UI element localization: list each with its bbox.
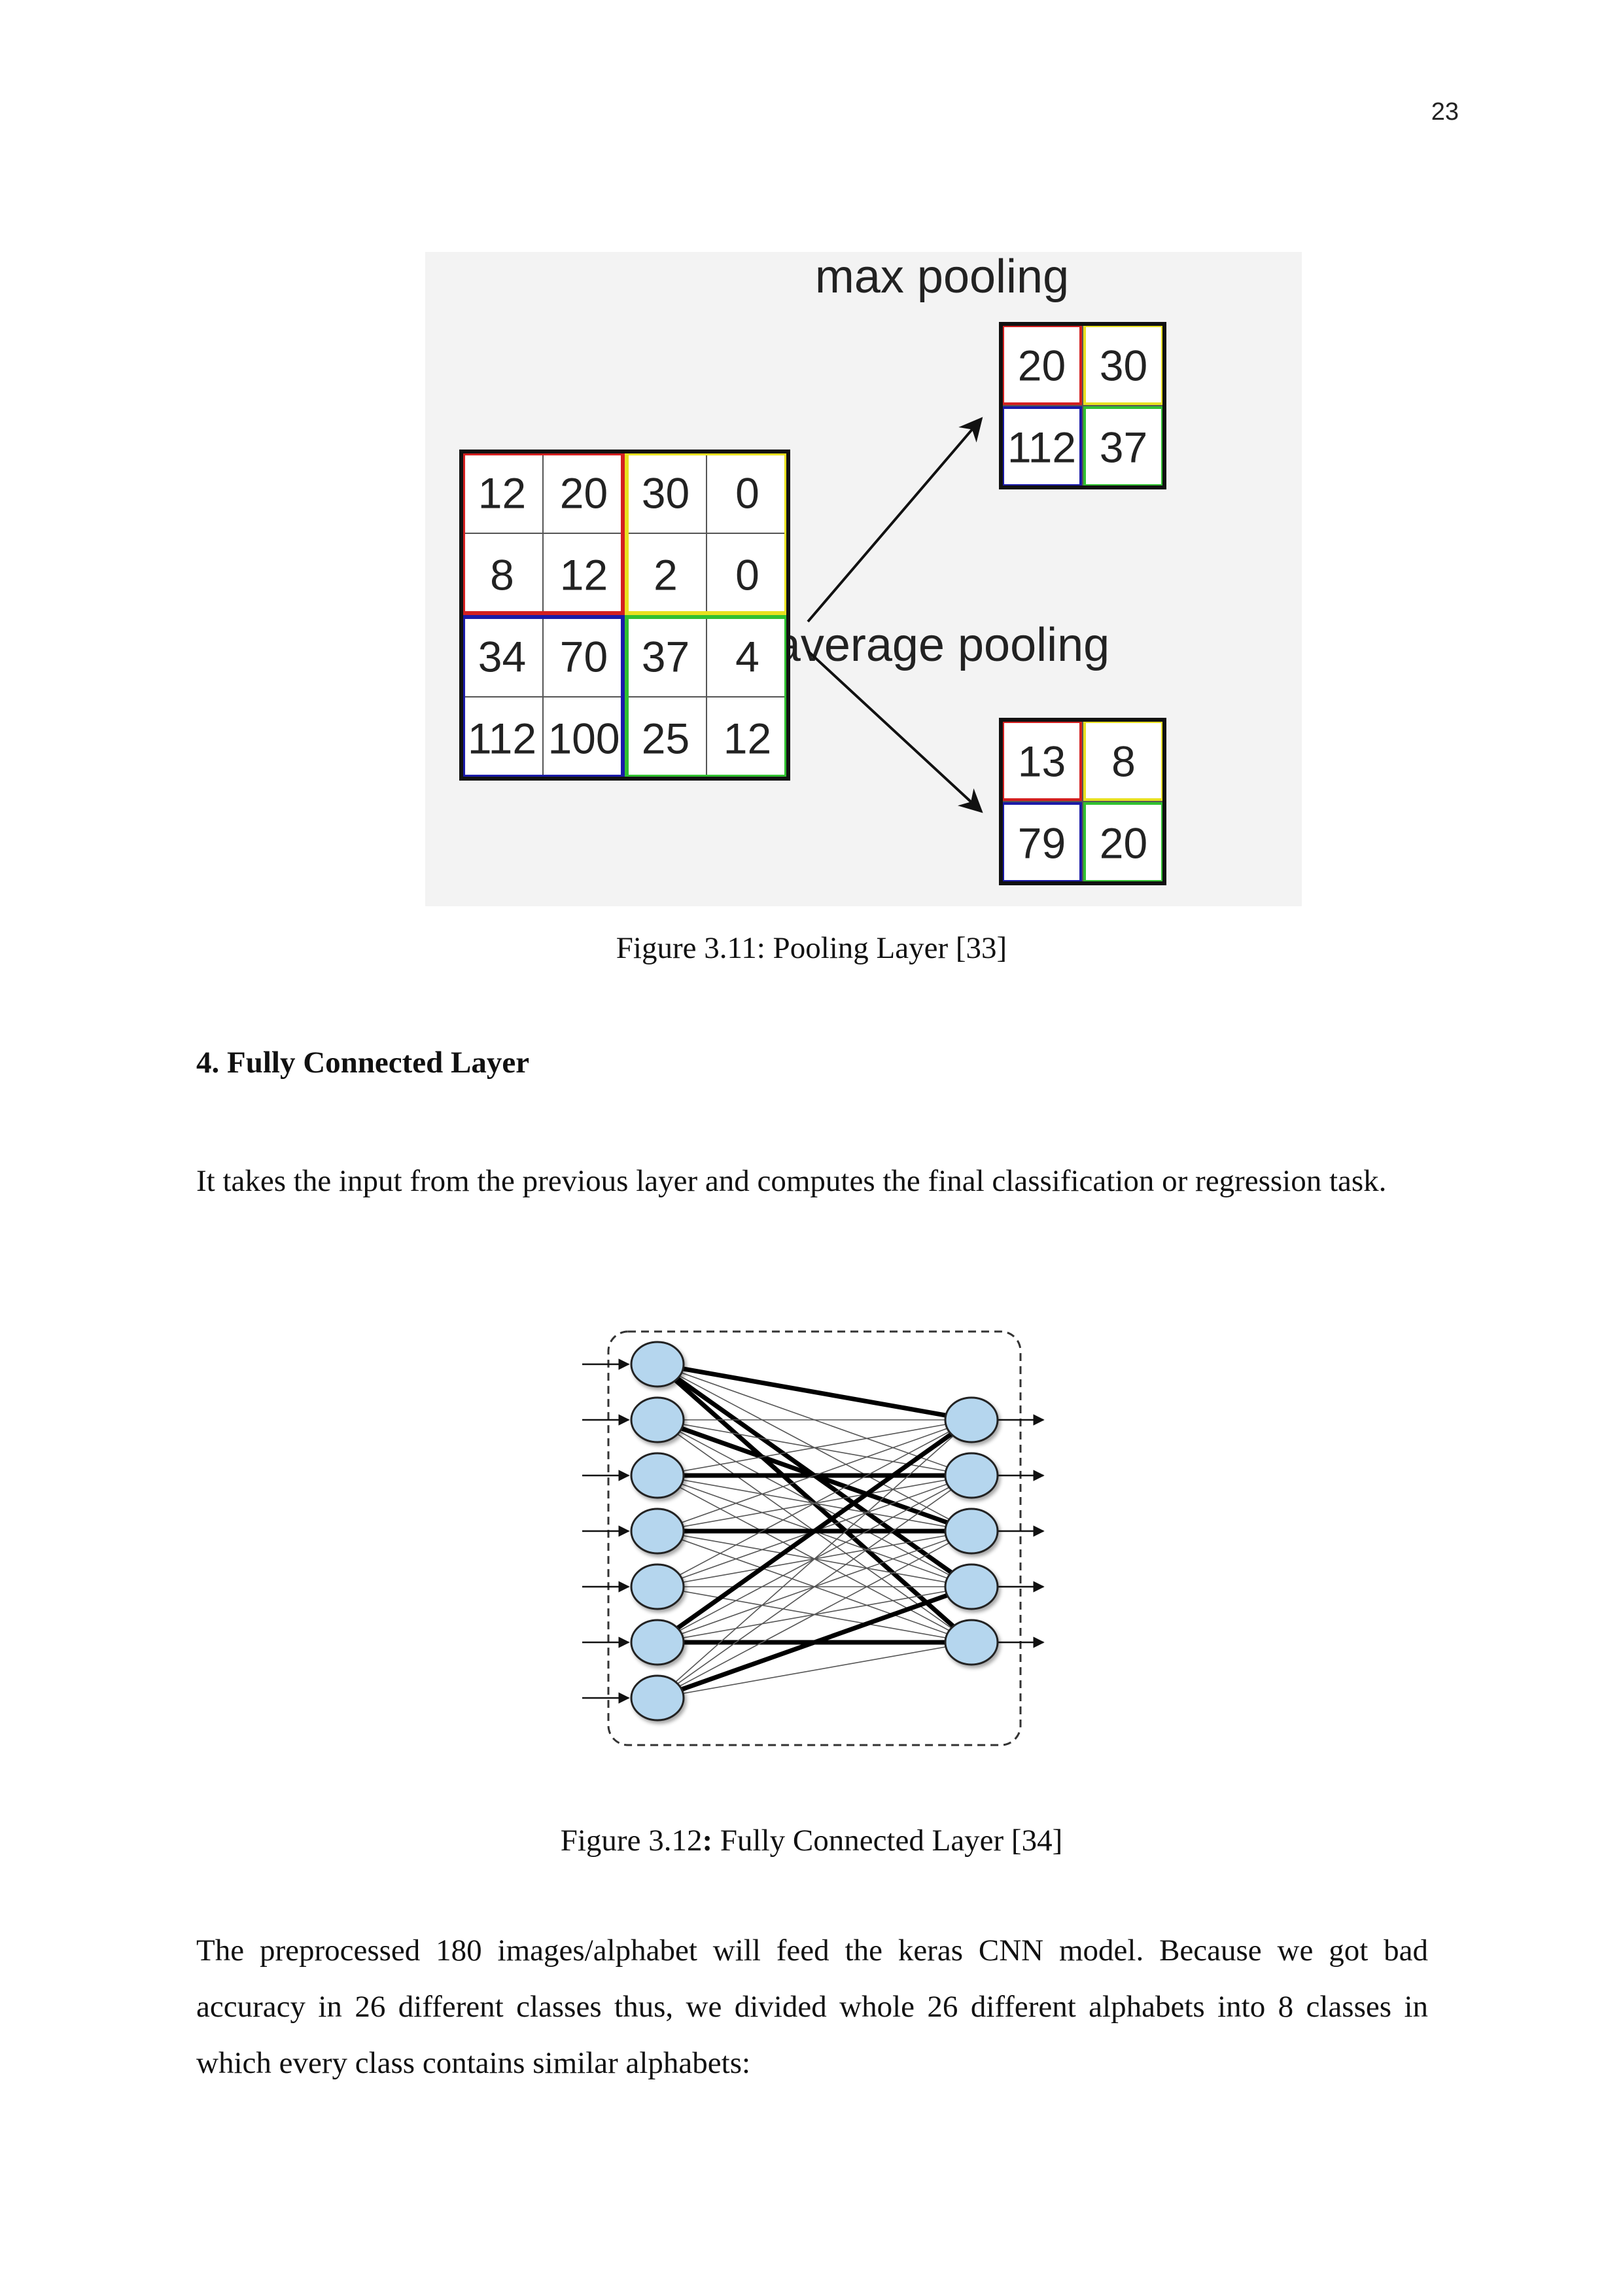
caption-colon: : xyxy=(702,1824,713,1858)
input-grid-value: 34 xyxy=(478,632,526,680)
connection-line xyxy=(657,1419,972,1476)
pooled-grid-border xyxy=(999,322,1166,489)
connection-line xyxy=(657,1362,972,1422)
connection-line xyxy=(656,1584,973,1701)
input-grid-value: 12 xyxy=(560,550,608,599)
page-number: 23 xyxy=(1431,98,1459,126)
input-neuron xyxy=(630,1619,685,1666)
input-grid-value: 12 xyxy=(724,714,771,762)
avg-grid-value: 20 xyxy=(1100,819,1147,867)
fully-connected-diagram xyxy=(582,1330,1045,1746)
average-pooling-grid: 13 879 20 xyxy=(999,718,1166,885)
output-neuron xyxy=(944,1452,999,1499)
connection-line xyxy=(657,1419,972,1532)
input-neuron xyxy=(630,1452,685,1499)
section-heading: 4. Fully Connected Layer xyxy=(196,1046,530,1080)
neurons xyxy=(630,1341,999,1722)
connection-line xyxy=(657,1419,972,1587)
input-grid-value: 8 xyxy=(490,550,514,599)
output-neuron xyxy=(944,1563,999,1610)
input-grid-value: 100 xyxy=(548,714,620,762)
output-neuron xyxy=(944,1396,999,1443)
input-neuron xyxy=(630,1341,685,1388)
max-pooling-label: max pooling xyxy=(815,252,1069,303)
input-grid-value: 30 xyxy=(642,468,689,517)
input-neuron xyxy=(630,1563,685,1610)
connection-line xyxy=(657,1642,972,1699)
figure-caption-pooling: Figure 3.11: Pooling Layer [33] xyxy=(616,931,1007,965)
connections xyxy=(655,1362,973,1701)
io-arrows xyxy=(582,1358,1045,1704)
figure-caption-fully-connected: Figure 3.12: Fully Connected Layer [34] xyxy=(0,1823,1623,1858)
input-grid-value: 0 xyxy=(735,468,759,517)
pooling-figure: max pooling average pooling 12 20 30 0 8 12 2 0… xyxy=(425,252,1302,906)
input-neuron xyxy=(630,1396,685,1443)
pooling-diagram: max pooling average pooling 12 20 30 08 12 2 0… xyxy=(459,252,1166,885)
max-grid-value: 37 xyxy=(1100,423,1147,471)
caption-prefix: Figure 3.12 xyxy=(560,1824,703,1858)
input-neuron xyxy=(630,1674,685,1722)
input-grid-value: 0 xyxy=(735,550,759,599)
max-pooling-grid: 20 30 112 37 xyxy=(999,322,1166,489)
closing-paragraph: The preprocessed 180 images/alphabet wil… xyxy=(196,1934,1428,2080)
caption-text: Fully Connected Layer [34] xyxy=(712,1824,1063,1858)
layer-boundary xyxy=(607,1330,1022,1746)
connection-line xyxy=(657,1530,972,1699)
max-pooling-arrow xyxy=(807,417,983,623)
max-grid-value: 20 xyxy=(1018,341,1066,389)
average-pooling-label: average pooling xyxy=(775,619,1109,671)
input-neuron xyxy=(630,1508,685,1555)
input-grid-value: 70 xyxy=(560,632,608,680)
input-grid-value: 112 xyxy=(468,714,536,762)
connection-line xyxy=(657,1419,972,1699)
output-neuron xyxy=(944,1508,999,1555)
input-grid-value: 20 xyxy=(560,468,608,517)
pooled-grid-border xyxy=(999,718,1166,885)
input-grid-value: 37 xyxy=(642,632,689,680)
max-grid-value: 112 xyxy=(1007,423,1076,471)
input-grid-border xyxy=(459,450,790,781)
input-grid-value: 12 xyxy=(478,468,526,517)
section-paragraph: It takes the input from the previous lay… xyxy=(196,1164,1387,1198)
input-grid-value: 25 xyxy=(642,714,689,762)
avg-grid-value: 8 xyxy=(1111,737,1136,785)
average-pooling-arrow xyxy=(807,650,983,813)
connection-line xyxy=(657,1475,972,1699)
avg-grid-value: 13 xyxy=(1018,737,1066,785)
fully-connected-figure xyxy=(576,1318,1060,1763)
output-neuron xyxy=(944,1619,999,1666)
max-grid-value: 30 xyxy=(1100,341,1147,389)
connection-line xyxy=(655,1418,973,1644)
input-grid-value: 2 xyxy=(654,550,678,599)
avg-grid-value: 79 xyxy=(1018,819,1066,867)
input-grid-value: 4 xyxy=(735,632,759,680)
